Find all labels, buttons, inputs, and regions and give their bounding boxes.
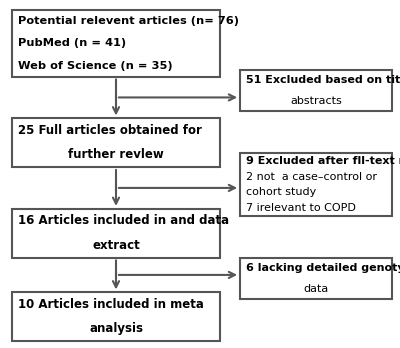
Text: cohort study: cohort study <box>246 187 316 197</box>
Text: 7 irelevant to COPD: 7 irelevant to COPD <box>246 203 356 213</box>
Text: 6 lacking detailed genotype: 6 lacking detailed genotype <box>246 263 400 273</box>
Text: data: data <box>303 284 329 294</box>
Text: 10 Articles included in meta: 10 Articles included in meta <box>18 298 204 311</box>
Text: abstracts: abstracts <box>290 96 342 106</box>
Text: extract: extract <box>92 239 140 252</box>
Text: further revlew: further revlew <box>68 148 164 161</box>
Text: 51 Excluded based on titles and: 51 Excluded based on titles and <box>246 75 400 85</box>
FancyBboxPatch shape <box>12 118 220 167</box>
Text: 25 Full articles obtained for: 25 Full articles obtained for <box>18 124 202 137</box>
FancyBboxPatch shape <box>12 292 220 341</box>
Text: Potential relevent articles (n= 76): Potential relevent articles (n= 76) <box>18 16 239 26</box>
FancyBboxPatch shape <box>240 153 392 216</box>
Text: 2 not  a case–control or: 2 not a case–control or <box>246 172 377 182</box>
FancyBboxPatch shape <box>12 209 220 258</box>
Text: PubMed (n = 41): PubMed (n = 41) <box>18 39 126 48</box>
Text: Web of Science (n = 35): Web of Science (n = 35) <box>18 61 173 71</box>
FancyBboxPatch shape <box>12 10 220 77</box>
Text: 9 Excluded after fll-text review: 9 Excluded after fll-text review <box>246 156 400 166</box>
Text: 16 Articles included in and data: 16 Articles included in and data <box>18 214 229 228</box>
FancyBboxPatch shape <box>240 70 392 111</box>
Text: analysis: analysis <box>89 322 143 335</box>
FancyBboxPatch shape <box>240 258 392 299</box>
